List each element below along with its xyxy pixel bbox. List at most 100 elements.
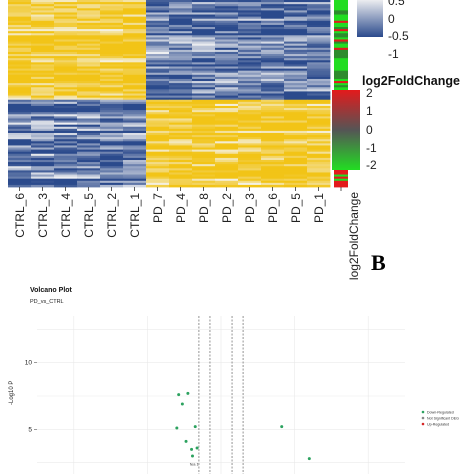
heatmap-cell	[192, 132, 216, 136]
heatmap-cell	[192, 124, 216, 128]
heatmap-cell	[77, 81, 101, 84]
heatmap-cell	[215, 45, 239, 49]
heatmap-cell	[8, 64, 32, 67]
heatmap-cell	[8, 176, 32, 180]
legend-label: Not Significant DEG	[427, 416, 459, 420]
heatmap-cell	[31, 31, 55, 34]
heatmap-cell	[8, 8, 32, 11]
heatmap-cell	[123, 126, 147, 130]
heatmap-cell	[100, 114, 124, 117]
heatmap-cell	[238, 54, 262, 57]
heatmap-cell	[146, 118, 170, 121]
heatmap-cell	[123, 22, 147, 26]
heatmap-cell	[284, 99, 308, 103]
heatmap-cell	[100, 43, 124, 47]
heatmap-cell	[8, 20, 32, 24]
heatmap-cell	[100, 101, 124, 105]
volcano-legend: Down-Regulated Not Significant DEG Up-Regu…	[421, 410, 459, 426]
heatmap-cell	[284, 151, 308, 155]
heatmap-cell	[8, 153, 32, 157]
heatmap-cell	[77, 178, 101, 182]
heatmap-cell	[238, 47, 262, 51]
heatmap-cell	[307, 162, 331, 165]
heatmap-cell	[77, 66, 101, 69]
heatmap-cell	[31, 87, 55, 90]
heatmap-cell	[284, 174, 308, 178]
heatmap-cell	[215, 139, 239, 142]
heatmap-cell	[238, 139, 262, 142]
heatmap-cell	[77, 62, 101, 65]
heatmap-cell	[307, 172, 331, 175]
heatmap-cell	[238, 78, 262, 82]
panel-label-b: B	[371, 250, 386, 275]
heatmap-cell	[169, 49, 193, 53]
heatmap-cell	[31, 29, 55, 32]
heatmap-cell	[77, 155, 101, 159]
heatmap-cell	[54, 41, 78, 45]
heatmap-cell	[123, 10, 147, 13]
heatmap-cell	[215, 182, 239, 186]
heatmap-cell	[123, 153, 147, 157]
heatmap-cell	[77, 110, 101, 113]
heatmap-cell	[146, 141, 170, 144]
heatmap-cell	[54, 31, 78, 34]
heatmap-cell	[8, 168, 32, 171]
heatmap-cell	[238, 105, 262, 109]
heatmap-cell	[215, 145, 239, 148]
heatmap-cell	[54, 68, 78, 72]
heatmap-cell	[146, 58, 170, 61]
heatmap-cell	[54, 108, 78, 111]
heatmap-cell	[8, 101, 32, 105]
heatmap-cell	[284, 184, 308, 188]
heatmap-cell	[54, 45, 78, 49]
heatmap-cell	[169, 151, 193, 155]
heatmap-cell	[100, 137, 124, 140]
heatmap-cell	[261, 66, 285, 69]
heatmap-cell	[215, 62, 239, 65]
heatmap-cell	[284, 14, 308, 18]
heatmap-cell	[261, 70, 285, 74]
heatmap-cell	[77, 12, 101, 15]
heatmap-cell	[54, 176, 78, 180]
heatmap-cell	[284, 101, 308, 105]
heatmap-cell	[192, 153, 216, 157]
heatmap-cell	[8, 27, 32, 30]
heatmap-cell	[8, 70, 32, 74]
heatmap-cell	[169, 168, 193, 171]
heatmap-cell	[100, 70, 124, 74]
heatmap-cell	[77, 78, 101, 82]
heatmap-cell	[238, 108, 262, 111]
heatmap-cell	[54, 120, 78, 123]
lfc-cell	[334, 66, 348, 69]
heatmap-cell	[238, 178, 262, 182]
heatmap-cell	[77, 45, 101, 49]
heatmap-cell	[192, 47, 216, 51]
heatmap-cell	[307, 20, 331, 24]
heatmap-cell	[284, 147, 308, 150]
heatmap-cell	[215, 6, 239, 9]
heatmap-cell	[8, 58, 32, 61]
volcano-subtitle: PD_vs_CTRL	[30, 299, 64, 305]
heatmap-cell	[54, 35, 78, 38]
heatmap-cell	[123, 81, 147, 84]
heatmap-cell	[123, 99, 147, 103]
heatmap-cell	[77, 130, 101, 134]
heatmap-cell	[77, 166, 101, 169]
heatmap-cell	[54, 164, 78, 167]
heatmap-cell	[77, 51, 101, 55]
heatmap-cell	[54, 157, 78, 161]
heatmap-cell	[192, 14, 216, 18]
heatmap-cell	[215, 110, 239, 113]
heatmap-cell	[31, 62, 55, 65]
heatmap-cell	[261, 16, 285, 20]
heatmap-cell	[100, 168, 124, 171]
heatmap-cell	[307, 132, 331, 136]
heatmap-cell	[146, 145, 170, 148]
heatmap-cell	[215, 155, 239, 159]
heatmap-cell	[77, 108, 101, 111]
heatmap-cell	[238, 27, 262, 30]
heatmap-cell	[100, 0, 124, 3]
heatmap-cell	[192, 164, 216, 167]
heatmap-cell	[146, 66, 170, 69]
heatmap-cell	[146, 139, 170, 142]
